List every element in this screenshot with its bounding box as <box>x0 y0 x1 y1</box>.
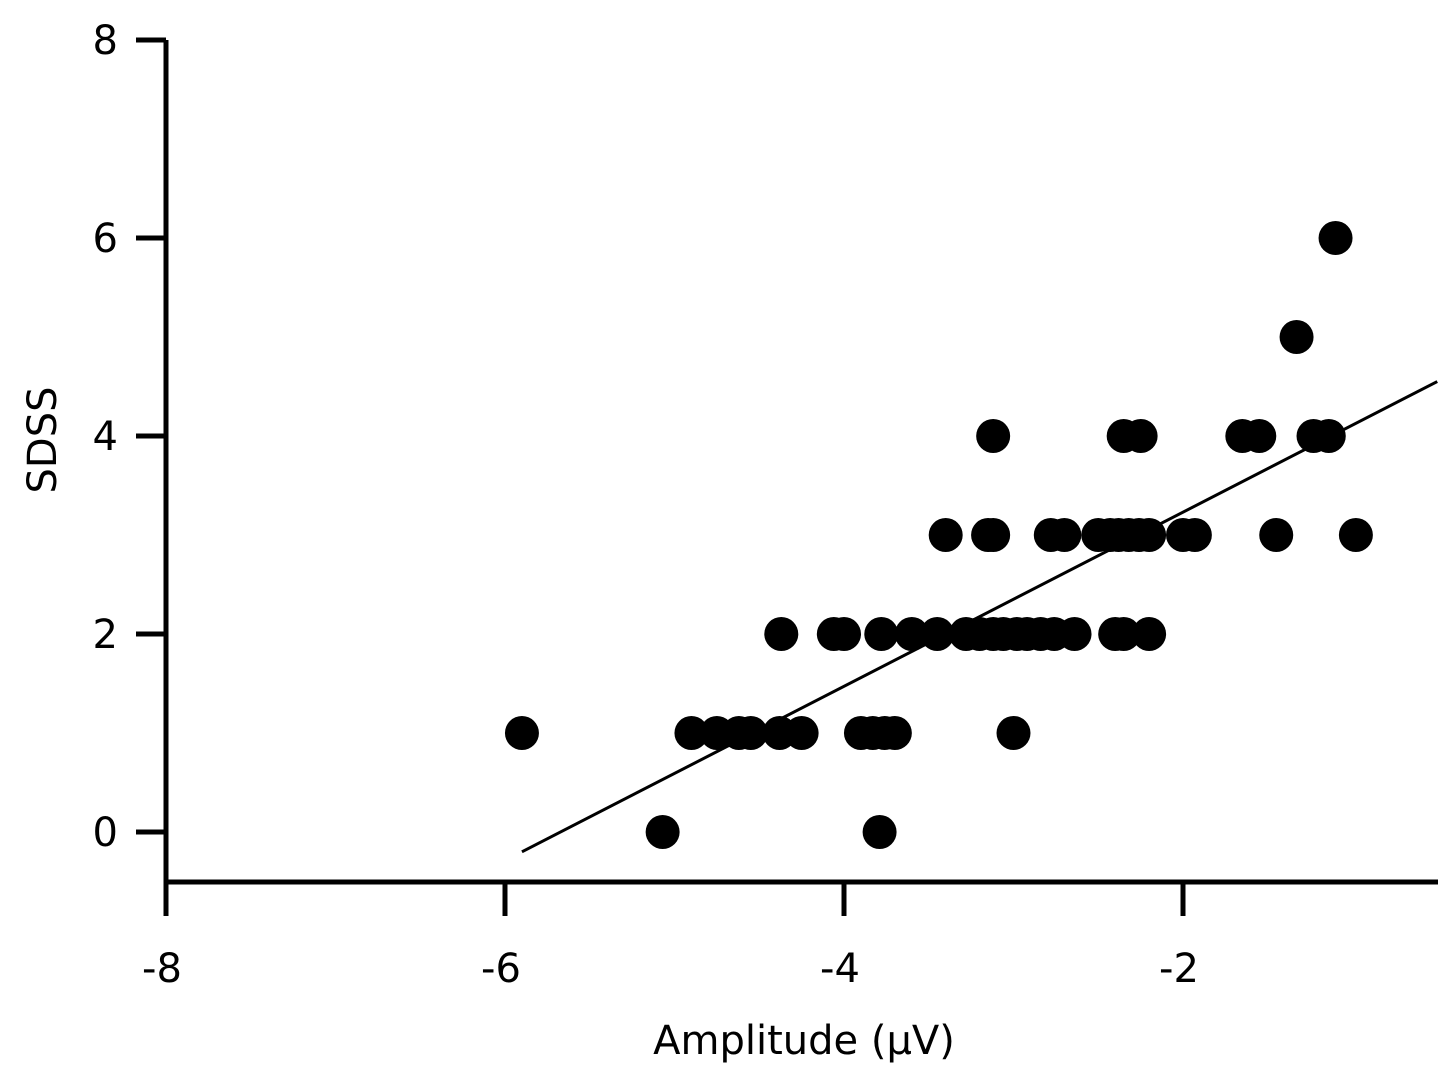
data-point <box>827 617 861 651</box>
data-point <box>1279 320 1314 354</box>
data-point <box>864 617 899 651</box>
x-tick-label: -4 <box>820 946 860 992</box>
data-point <box>996 716 1031 750</box>
data-point <box>733 716 768 750</box>
data-point <box>1338 518 1373 552</box>
data-point <box>894 617 929 651</box>
y-tick-label: 6 <box>93 216 118 262</box>
data-point <box>1132 617 1167 651</box>
x-tick-label: -6 <box>481 946 521 992</box>
data-point <box>674 716 709 750</box>
axes-layer <box>163 40 1438 885</box>
data-point <box>764 617 799 651</box>
data-point <box>928 518 963 552</box>
data-point <box>1318 221 1353 255</box>
data-point <box>1177 518 1212 552</box>
fit-layer <box>521 380 1438 854</box>
y-tick-label: 2 <box>93 612 118 658</box>
data-point <box>1259 518 1294 552</box>
data-point <box>877 716 912 750</box>
y-tick-label: 8 <box>93 18 118 64</box>
data-point <box>1106 617 1141 651</box>
data-point <box>1057 617 1092 651</box>
x-tick-label: -2 <box>1159 946 1199 992</box>
data-point <box>920 617 955 651</box>
data-point <box>976 518 1011 552</box>
data-point <box>784 716 819 750</box>
data-point <box>1242 419 1277 453</box>
data-point <box>1123 419 1158 453</box>
data-point <box>976 419 1011 453</box>
data-point <box>504 716 539 750</box>
ticks-layer: 0 2 4 6 8 -8 -6 -4 -2 <box>93 18 1199 992</box>
x-tick-label: -8 <box>142 946 182 992</box>
y-axis-title: SDSS <box>20 387 66 494</box>
points-layer <box>504 221 1373 849</box>
y-tick-label: 4 <box>93 414 118 460</box>
data-point <box>1311 419 1346 453</box>
data-point <box>645 815 680 849</box>
data-point <box>862 815 897 849</box>
fit-line <box>521 380 1438 854</box>
data-point <box>1047 518 1082 552</box>
data-point <box>1132 518 1167 552</box>
y-tick-label: 0 <box>93 810 118 856</box>
x-axis-title: Amplitude (μV) <box>653 1018 955 1064</box>
